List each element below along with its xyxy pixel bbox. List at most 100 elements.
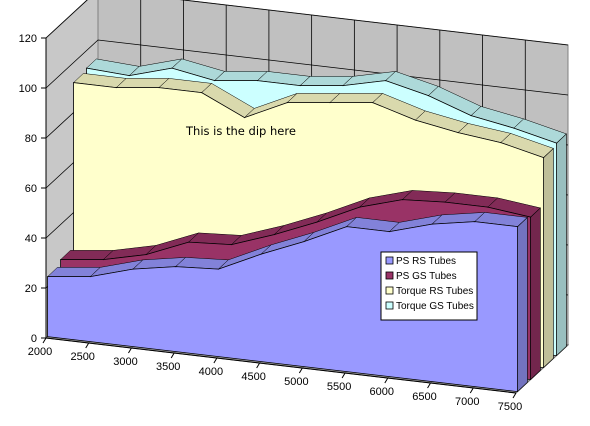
- series-end-cap: [530, 207, 541, 381]
- data-point: [158, 87, 160, 89]
- x-tick-label: 5500: [327, 381, 351, 393]
- x-tick-label: 3000: [113, 356, 137, 368]
- x-tick-mark: [512, 392, 517, 399]
- data-point: [256, 80, 259, 82]
- data-point: [102, 259, 104, 261]
- data-point: [474, 221, 476, 223]
- data-point: [299, 85, 301, 87]
- data-point: [273, 234, 275, 236]
- data-point: [470, 115, 472, 117]
- data-point: [530, 216, 532, 218]
- data-point: [132, 268, 134, 270]
- data-point: [188, 241, 190, 243]
- data-point: [388, 231, 390, 233]
- data-point: [359, 206, 361, 208]
- data-point: [286, 102, 288, 104]
- x-tick-mark: [298, 367, 303, 374]
- y-tick-label: 60: [25, 183, 37, 195]
- x-tick-label: 2000: [28, 346, 52, 358]
- y-tick-label: 100: [19, 83, 37, 95]
- data-point: [217, 268, 220, 270]
- legend-label: PS RS Tubes: [396, 256, 456, 267]
- data-point: [513, 127, 515, 129]
- x-tick-mark: [42, 337, 47, 344]
- chart-series: [46, 58, 567, 393]
- data-point: [89, 276, 91, 278]
- x-tick-mark: [85, 342, 90, 349]
- data-point: [517, 226, 519, 228]
- data-point: [316, 221, 318, 223]
- x-tick-label: 4500: [241, 371, 265, 383]
- x-tick-mark: [256, 362, 261, 369]
- data-point: [427, 95, 429, 97]
- data-point: [556, 142, 558, 144]
- legend-label: Torque GS Tubes: [396, 301, 474, 312]
- data-point: [444, 201, 446, 203]
- data-point: [73, 82, 75, 84]
- data-point: [115, 87, 117, 89]
- data-point: [346, 226, 348, 228]
- data-point: [145, 254, 147, 256]
- legend-label: Torque RS Tubes: [396, 286, 473, 297]
- x-tick-label: 2500: [70, 351, 94, 363]
- y-tick-label: 120: [19, 33, 37, 45]
- x-tick-mark: [427, 382, 431, 389]
- data-point: [243, 117, 246, 119]
- gridline-y: [45, 39, 569, 96]
- x-tick-mark: [213, 357, 218, 364]
- series-end-cap: [543, 147, 554, 369]
- x-tick-mark: [170, 352, 175, 359]
- data-point: [86, 67, 88, 69]
- x-tick-label: 4000: [199, 366, 223, 378]
- gridline-y: [45, 0, 569, 46]
- data-point: [401, 199, 403, 201]
- data-point: [487, 206, 489, 208]
- data-point: [175, 266, 177, 268]
- data-point: [457, 132, 459, 134]
- chart-axes: 0 20 40 60 80 100 120 2000 2500 3000 3500 4000 4500 5…: [19, 33, 523, 413]
- data-point: [47, 276, 49, 278]
- y-tick-label: 40: [25, 233, 37, 245]
- data-point: [303, 241, 305, 243]
- legend-box: [380, 251, 478, 321]
- y-tick-label: 0: [31, 333, 37, 345]
- data-point: [385, 80, 387, 82]
- data-point: [329, 102, 331, 104]
- x-tick-label: 6500: [412, 391, 436, 403]
- x-tick-mark: [384, 377, 389, 384]
- x-tick-label: 7500: [498, 401, 522, 413]
- data-point: [543, 157, 545, 159]
- data-point: [372, 102, 374, 104]
- chart-legend: PS RS Tubes PS GS Tubes Torque RS Tubes Tor…: [380, 251, 478, 321]
- x-tick-label: 3500: [156, 361, 180, 373]
- y-tick-label: 20: [25, 283, 37, 295]
- chart-annotation: This is the dip here: [185, 124, 296, 138]
- x-tick-label: 6000: [370, 386, 394, 398]
- data-point: [260, 253, 262, 255]
- series-end-cap: [517, 216, 528, 393]
- data-point: [414, 119, 416, 121]
- data-point: [230, 244, 233, 246]
- data-point: [214, 80, 216, 82]
- y-tick-label: 80: [25, 133, 37, 145]
- data-point: [342, 85, 344, 87]
- legend-label: PS GS Tubes: [396, 271, 457, 282]
- legend-swatch: [385, 256, 394, 265]
- x-tick-mark: [128, 347, 132, 354]
- x-axis-line: [45, 337, 517, 394]
- data-point: [500, 142, 502, 144]
- x-tick-label: 5000: [284, 376, 308, 388]
- legend-swatch: [385, 286, 394, 295]
- data-point: [171, 67, 173, 69]
- x-tick-mark: [469, 387, 474, 394]
- series-end-cap: [556, 133, 567, 357]
- x-tick-label: 7000: [455, 396, 479, 408]
- data-point: [128, 75, 130, 77]
- x-tick-mark: [341, 372, 346, 379]
- data-point: [201, 92, 203, 94]
- data-point: [431, 223, 433, 225]
- legend-swatch: [385, 301, 394, 310]
- legend-swatch: [385, 271, 394, 280]
- data-point: [60, 259, 62, 261]
